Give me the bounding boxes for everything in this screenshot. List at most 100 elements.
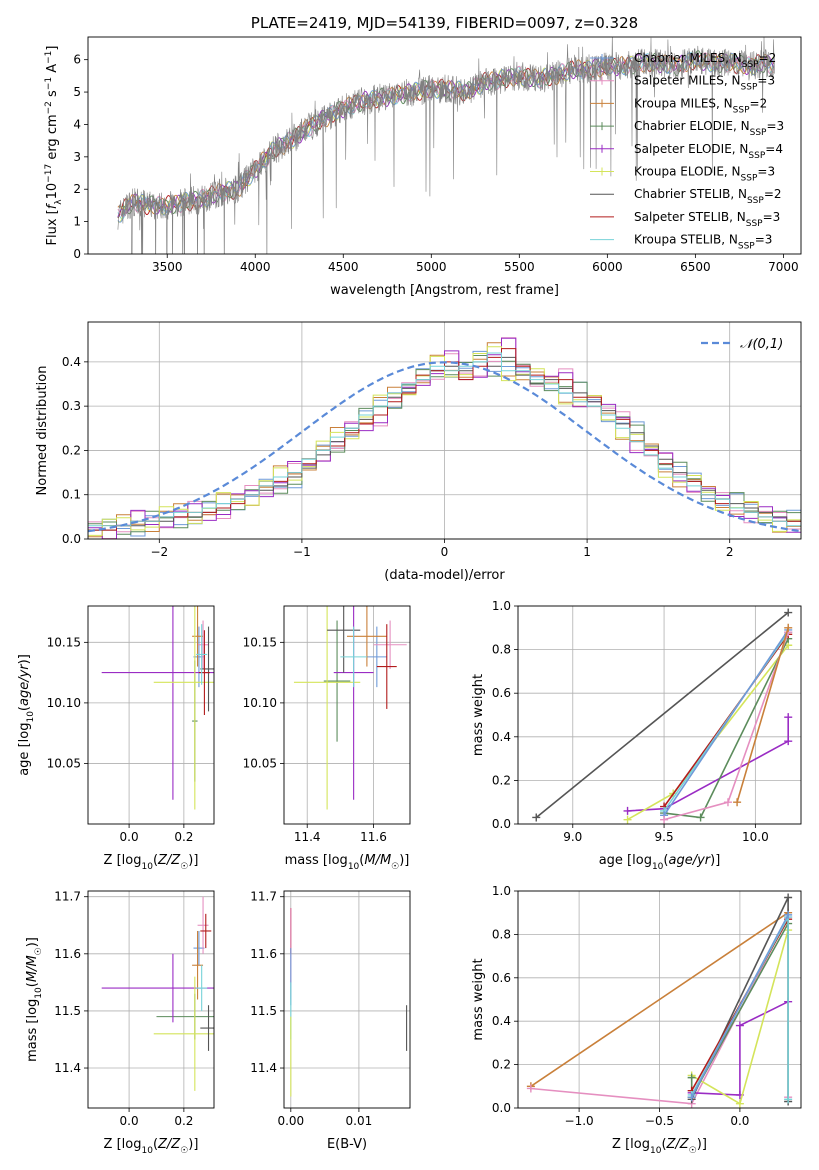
gaussian-curve	[88, 361, 801, 533]
x-axis-label: mass [log10(M/M☉)]	[285, 853, 410, 872]
y-axis-label: mass weight	[471, 958, 486, 1040]
x-tick-label: −1	[293, 545, 311, 559]
y-tick-label: 0.0	[492, 1101, 511, 1115]
y-tick-label: 11.6	[54, 947, 81, 961]
weight-marker	[623, 815, 632, 824]
x-tick-label: 6500	[680, 260, 711, 274]
y-tick-label: 0.2	[62, 443, 81, 457]
x-tick-label: 11.6	[360, 830, 387, 844]
legend-label: Chabrier ELODIE, NSSP=3	[634, 119, 784, 138]
y-tick-label: 0.4	[492, 1014, 511, 1028]
weight-marker	[733, 798, 742, 807]
weight-marker	[532, 813, 541, 822]
legend-label: Salpeter MILES, NSSP=3	[634, 74, 775, 93]
axes-frame	[87, 36, 802, 255]
x-tick-label: 0	[441, 545, 449, 559]
y-tick-label: 0.3	[62, 399, 81, 413]
y-tick-label: 10.05	[47, 756, 81, 770]
legend-label: Kroupa MILES, NSSP=2	[634, 96, 767, 115]
y-tick-label: 0.0	[62, 532, 81, 546]
legend-label: 𝒩(0,1)	[740, 337, 783, 352]
weight-marker	[784, 1095, 793, 1104]
y-tick-label: 11.7	[54, 890, 81, 904]
weight-marker	[784, 623, 793, 632]
y-tick-label: 0.4	[492, 730, 511, 744]
x-tick-label: 5500	[504, 260, 535, 274]
legend-label: Salpeter ELODIE, NSSP=4	[634, 142, 783, 161]
y-tick-label: 4	[73, 117, 81, 131]
x-axis-label: Z [log10(Z/Z☉)]	[104, 1137, 199, 1156]
weight-marker	[784, 713, 793, 722]
age-vs-metallicity-panel: 0.0 0.2 10.05 10.10 10.15 Z [log10(Z/Z☉)] age …	[17, 605, 215, 872]
y-tick-label: 10.10	[243, 696, 277, 710]
y-tick-label: 2	[73, 182, 81, 196]
axes-frame	[87, 605, 215, 825]
legend-label: Salpeter STELIB, NSSP=3	[634, 210, 780, 229]
weight-marker	[623, 806, 632, 815]
y-axis-label: age [log10(age/yr)]	[17, 654, 36, 776]
weight-marker	[784, 608, 793, 617]
y-axis-label: Flux [fλ10−17 erg cm−2 s−1 A−1]	[44, 46, 64, 246]
plot-area	[526, 893, 793, 1108]
x-tick-label: 0.2	[174, 830, 193, 844]
legend-label: Kroupa ELODIE, NSSP=3	[634, 165, 775, 184]
hist-step-kroupa_stelib	[88, 352, 801, 539]
y-tick-label: 0.2	[492, 773, 511, 787]
mass-vs-metallicity-panel: 0.0 0.2 11.4 11.5 11.6 11.7 Z [log10(Z/Z☉)] mas…	[25, 890, 215, 1156]
y-tick-label: 0.1	[62, 488, 81, 502]
y-tick-label: 11.4	[250, 1061, 277, 1075]
x-axis-label: E(B-V)	[327, 1137, 367, 1152]
y-axis-label: mass weight	[471, 674, 486, 756]
axes-frame	[87, 890, 215, 1109]
y-tick-label: 10.15	[243, 635, 277, 649]
age-vs-mass-panel: 11.4 11.6 10.05 10.10 10.15 mass [log10(M/M☉)…	[243, 605, 411, 872]
weight-line-chabrier_miles	[690, 914, 789, 1098]
axes-frame	[517, 605, 802, 825]
x-tick-label: 5000	[416, 260, 447, 274]
y-axis-label: Normed distribution	[35, 366, 50, 496]
y-tick-label: 0.8	[492, 643, 511, 657]
y-tick-label: 10.15	[47, 635, 81, 649]
weight-marker	[696, 813, 705, 822]
weight-line-salpeter_elodie	[691, 1000, 789, 1096]
y-tick-label: 0.6	[492, 971, 511, 985]
weight-marker	[735, 1021, 744, 1030]
weight-marker	[735, 1099, 744, 1108]
weight-marker	[526, 1084, 535, 1093]
y-tick-label: 11.5	[54, 1004, 81, 1018]
x-tick-label: 11.4	[294, 830, 321, 844]
weight-line-chabrier_elodie	[664, 638, 789, 819]
x-tick-label: 0.00	[277, 1114, 304, 1128]
spectrum-panel: PLATE=2419, MJD=54139, FIBERID=0097, z=0…	[44, 14, 802, 298]
residual-histogram-panel: −2 −1 0 1 2 0.0 0.1 0.2 0.3 0.4 (data-model)/error…	[35, 321, 802, 583]
x-tick-label: 0.2	[174, 1114, 193, 1128]
y-tick-label: 0.2	[492, 1058, 511, 1072]
y-tick-label: 3	[73, 150, 81, 164]
y-tick-label: 0.0	[492, 817, 511, 831]
y-tick-label: 0.6	[492, 686, 511, 700]
y-tick-label: 0	[73, 247, 81, 261]
axes-frame	[87, 321, 802, 540]
weight-marker	[723, 798, 732, 807]
y-tick-label: 10.05	[243, 756, 277, 770]
x-tick-label: 4000	[240, 260, 271, 274]
x-tick-label: 0.01	[346, 1114, 373, 1128]
y-tick-label: 0.8	[492, 927, 511, 941]
weight-line-kroupa_elodie	[627, 644, 789, 821]
legend-label: Chabrier MILES, NSSP=2	[634, 51, 776, 70]
mass-weight-vs-age-panel: 9.0 9.5 10.0 0.0 0.2 0.4 0.6 0.8 1.0 mass weight a…	[471, 599, 802, 872]
plot-area	[532, 608, 793, 824]
x-tick-label: 4500	[328, 260, 359, 274]
x-axis-label: Z [log10(Z/Z☉)]	[104, 853, 199, 872]
y-tick-label: 1	[73, 215, 81, 229]
chart-title: PLATE=2419, MJD=54139, FIBERID=0097, z=0…	[251, 14, 638, 32]
y-tick-label: 0.4	[62, 355, 81, 369]
x-tick-label: 7000	[768, 260, 799, 274]
weight-marker	[687, 1093, 696, 1102]
x-tick-label: 9.0	[563, 830, 582, 844]
plot-area	[117, 37, 775, 254]
weight-line-chabrier_stelib	[535, 611, 789, 819]
x-tick-label: 3500	[152, 260, 183, 274]
x-axis-label: age [log10(age/yr)]	[599, 853, 721, 872]
